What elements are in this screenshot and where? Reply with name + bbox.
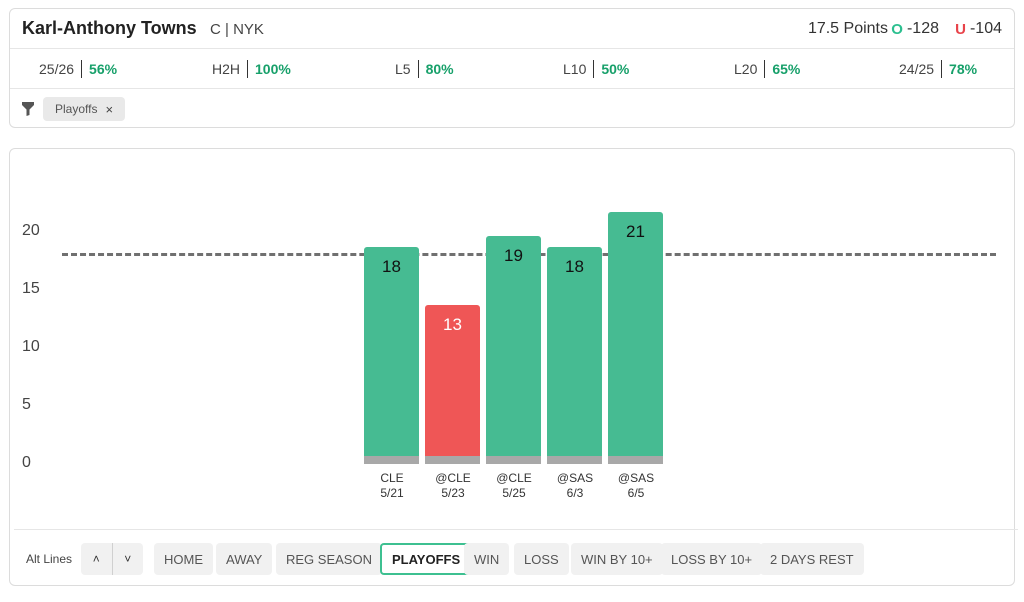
under-icon: U <box>955 20 966 38</box>
y-tick-label: 20 <box>22 222 40 239</box>
x-tick-label: @CLE 5/23 <box>418 471 488 501</box>
filter-button-playoffs[interactable]: PLAYOFFS <box>380 543 473 575</box>
chevron-up-icon[interactable]: ˄ <box>81 543 113 575</box>
x-tick-opponent: @SAS <box>556 471 594 485</box>
game-log-chart-card: 20 15 10 5 0 18 CLE 5/21 13 @CLE 5/23 19 @CLE 5/25 18 @… <box>9 148 1018 587</box>
split-label: H2H <box>212 60 249 78</box>
header-row: Karl-Anthony Towns C | NYK 17.5 Points O… <box>10 9 1014 49</box>
split-value: 100% <box>255 61 291 77</box>
split-l5: L5 80% <box>395 60 454 78</box>
under-odds-value: -104 <box>969 20 1002 37</box>
chart-filter-controls: Alt Lines ˄ ˅ HOME AWAY REG SEASON PLAYOFFS… <box>14 529 1018 587</box>
x-tick-date: 5/23 <box>441 486 465 500</box>
bar-baseline <box>486 456 541 464</box>
close-icon[interactable]: × <box>105 101 114 117</box>
bar-game-1[interactable]: 18 <box>364 247 419 456</box>
prop-line: 17.5 Points <box>807 20 888 37</box>
filter-button-win-by-10[interactable]: WIN BY 10+ <box>571 543 663 575</box>
bar-value-label: 21 <box>626 222 645 242</box>
y-tick-label: 10 <box>22 338 40 355</box>
player-position-team: C | NYK <box>210 21 264 38</box>
split-season-current: 25/26 56% <box>39 60 117 78</box>
over-odds-value: -128 <box>906 20 939 37</box>
player-prop-card: Karl-Anthony Towns C | NYK 17.5 Points O… <box>9 8 1015 128</box>
bar-value-label: 18 <box>565 257 584 277</box>
split-value: 80% <box>425 61 454 77</box>
split-l20: L20 65% <box>734 60 800 78</box>
bar-value-label: 13 <box>443 315 462 335</box>
bar-baseline <box>425 456 480 464</box>
under-odds[interactable]: U -104 <box>955 20 1002 38</box>
bar-game-4[interactable]: 18 <box>547 247 602 456</box>
x-tick-date: 5/21 <box>380 486 404 500</box>
x-tick-opponent: @CLE <box>496 471 532 485</box>
split-value: 56% <box>89 61 118 77</box>
filter-button-2-days-rest[interactable]: 2 DAYS REST <box>760 543 864 575</box>
over-odds[interactable]: O -128 <box>891 20 939 38</box>
filter-chip-playoffs[interactable]: Playoffs × <box>43 97 126 121</box>
split-label: L5 <box>395 60 419 78</box>
y-tick-label: 5 <box>22 396 31 413</box>
bar-baseline <box>364 456 419 464</box>
hit-rate-splits: 25/26 56% H2H 100% L5 80% L10 50% L20 65… <box>10 49 1014 89</box>
split-value: 65% <box>772 61 801 77</box>
x-tick-date: 6/5 <box>627 486 645 500</box>
filter-button-win[interactable]: WIN <box>464 543 510 575</box>
y-tick-label: 15 <box>22 280 40 297</box>
x-tick-date: 5/25 <box>502 486 526 500</box>
bar-baseline <box>547 456 602 464</box>
alt-lines-label: Alt Lines <box>26 552 73 566</box>
split-h2h: H2H 100% <box>212 60 291 78</box>
split-label: L10 <box>563 60 595 78</box>
x-tick-label: @SAS 6/5 <box>601 471 671 501</box>
player-name[interactable]: Karl-Anthony Towns <box>22 18 197 38</box>
split-season-previous: 24/25 78% <box>899 60 977 78</box>
split-value: 50% <box>601 61 630 77</box>
x-tick-label: @CLE 5/25 <box>479 471 549 501</box>
x-tick-label: CLE 5/21 <box>357 471 427 501</box>
bar-game-3[interactable]: 19 <box>486 235 541 456</box>
x-tick-label: @SAS 6/3 <box>540 471 610 501</box>
split-label: L20 <box>734 60 766 78</box>
split-label: 25/26 <box>39 60 83 78</box>
x-tick-opponent: CLE <box>380 471 404 485</box>
filter-row: Playoffs × <box>10 89 1014 129</box>
over-icon: O <box>891 20 903 38</box>
x-tick-opponent: @CLE <box>435 471 471 485</box>
filter-button-away[interactable]: AWAY <box>216 543 273 575</box>
x-tick-opponent: @SAS <box>617 471 655 485</box>
bar-value-label: 19 <box>504 245 523 265</box>
filter-button-reg-season[interactable]: REG SEASON <box>276 543 382 575</box>
filter-button-loss[interactable]: LOSS <box>514 543 569 575</box>
filter-button-loss-by-10[interactable]: LOSS BY 10+ <box>661 543 763 575</box>
filter-icon[interactable] <box>22 102 34 116</box>
filter-button-home[interactable]: HOME <box>154 543 213 575</box>
filter-chip-label: Playoffs <box>55 102 98 116</box>
x-tick-date: 6/3 <box>566 486 584 500</box>
split-label: 24/25 <box>899 60 943 78</box>
y-tick-label: 0 <box>22 454 31 471</box>
bar-value-label: 18 <box>382 257 401 277</box>
bar-game-2[interactable]: 13 <box>425 305 480 456</box>
bar-baseline <box>608 456 663 464</box>
split-l10: L10 50% <box>563 60 629 78</box>
alt-lines-stepper[interactable]: ˄ ˅ <box>81 543 143 575</box>
chevron-down-icon[interactable]: ˅ <box>124 552 132 566</box>
split-value: 78% <box>949 61 978 77</box>
bar-game-5[interactable]: 21 <box>608 212 663 456</box>
